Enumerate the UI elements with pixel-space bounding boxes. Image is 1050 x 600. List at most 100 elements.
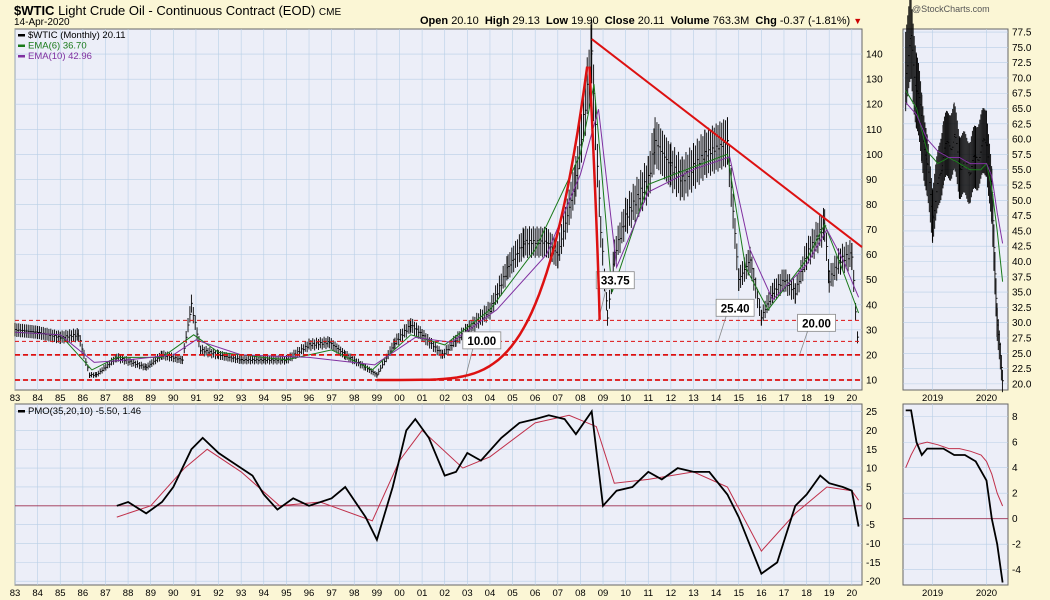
inset-pmo-line (905, 409, 1004, 583)
pmo-x-tick-label: 06 (530, 588, 541, 599)
inset-price-y-tick-label: 40.0 (1012, 257, 1032, 268)
inset-price-y-tick-label: 62.5 (1012, 119, 1032, 130)
price-x-tick-label: 17 (779, 393, 790, 404)
price-x-tick-label: 83 (10, 393, 21, 404)
pmo-x-tick-label: 16 (756, 588, 767, 599)
price-y-tick-label: 80 (866, 200, 878, 211)
price-x-tick-label: 04 (485, 393, 496, 404)
price-y-tick-label: 130 (866, 75, 883, 86)
pmo-x-tick-label: 17 (779, 588, 790, 599)
price-legend-entry: EMA(6) 36.70 (28, 41, 87, 52)
callout-label: 20.00 (802, 318, 831, 330)
pmo-line (116, 409, 860, 576)
ema6-line (14, 84, 860, 371)
pmo-x-tick-label: 89 (145, 588, 156, 599)
price-x-tick-label: 90 (168, 393, 179, 404)
price-x-tick-label: 96 (304, 393, 315, 404)
callout-pointer (799, 331, 808, 356)
pmo-legend-swatch (18, 410, 25, 413)
pmo-legend-entry: PMO(35,20,10) -5.50, 1.46 (28, 406, 141, 417)
price-x-tick-label: 00 (394, 393, 405, 404)
inset-pmo-x-tick-label: 2020 (976, 588, 997, 599)
inset-price-y-tick-label: 72.5 (1012, 58, 1032, 69)
inset-price-y-tick-label: 77.5 (1012, 28, 1032, 39)
inset-price-y-tick-label: 27.5 (1012, 333, 1032, 344)
price-x-tick-label: 11 (643, 393, 653, 404)
price-legend-swatch (18, 44, 25, 47)
price-y-tick-label: 70 (866, 225, 878, 236)
price-x-tick-label: 08 (575, 393, 586, 404)
price-x-tick-label: 94 (258, 393, 269, 404)
pmo-y-tick-label: 15 (866, 445, 878, 456)
price-x-tick-label: 10 (620, 393, 631, 404)
pmo-x-tick-label: 05 (507, 588, 518, 599)
inset-price-y-tick-label: 32.5 (1012, 303, 1032, 314)
inset-price-y-tick-label: 45.0 (1012, 226, 1032, 237)
watermark: @StockCharts.com (912, 4, 990, 14)
pmo-x-tick-label: 02 (439, 588, 450, 599)
pmo-y-tick-label: 10 (866, 464, 878, 475)
open-value: 20.10 (451, 15, 479, 27)
price-x-tick-label: 97 (326, 393, 337, 404)
callout-pointer (717, 316, 727, 342)
pmo-y-tick-label: -5 (866, 520, 875, 531)
title-rest: Light Crude Oil - Continuous Contract (E… (58, 3, 316, 18)
inset-price-bar-group (905, 0, 1005, 393)
price-legend-swatch (18, 34, 25, 37)
pmo-x-tick-label: 15 (733, 588, 744, 599)
inset-price-y-tick-label: 50.0 (1012, 196, 1032, 207)
pmo-x-tick-label: 92 (213, 588, 224, 599)
price-x-tick-label: 98 (349, 393, 360, 404)
volume-value: 763.3M (712, 15, 750, 27)
inset-pmo-y-tick-label: 8 (1012, 412, 1018, 423)
inset-price-x-tick-label: 2020 (976, 393, 997, 404)
pmo-x-tick-label: 95 (281, 588, 292, 599)
chart-date: 14-Apr-2020 (14, 17, 70, 28)
chg-label: Chg (755, 15, 777, 27)
pmo-x-tick-label: 87 (100, 588, 111, 599)
inset-price-y-tick-label: 20.0 (1012, 379, 1032, 390)
ohlc-readout: Open 20.10 High 29.13 Low 19.90 Close 20… (420, 15, 862, 27)
callout-label: 25.40 (721, 303, 750, 315)
price-y-tick-label: 10 (866, 375, 878, 386)
price-y-tick-label: 140 (866, 50, 883, 61)
pmo-y-tick-label: 5 (866, 482, 872, 493)
inset-pmo-y-tick-label: 4 (1012, 463, 1018, 474)
pmo-x-tick-label: 04 (485, 588, 496, 599)
pmo-x-tick-label: 03 (462, 588, 473, 599)
callout-label: 10.00 (467, 336, 496, 348)
price-y-tick-label: 120 (866, 100, 883, 111)
pmo-x-tick-label: 97 (326, 588, 337, 599)
pmo-x-tick-label: 01 (417, 588, 428, 599)
high-value: 29.13 (512, 15, 540, 27)
price-y-tick-label: 50 (866, 275, 878, 286)
price-x-tick-label: 99 (372, 393, 383, 404)
callout-box (715, 298, 755, 317)
inset-price-y-tick-label: 37.5 (1012, 272, 1032, 283)
inset-price-y-tick-label: 60.0 (1012, 135, 1032, 146)
inset-price-y-tick-label: 55.0 (1012, 165, 1032, 176)
pmo-x-tick-label: 20 (847, 588, 858, 599)
inset-price-x-tick-label: 2019 (922, 393, 943, 404)
inset-pmo-signal-line (905, 441, 1004, 507)
inset-price-y-tick-label: 30.0 (1012, 318, 1032, 329)
inset-price-y-tick-label: 22.5 (1012, 364, 1032, 375)
price-legend-entry: $WTIC (Monthly) 20.11 (28, 30, 126, 41)
pmo-x-tick-label: 86 (78, 588, 89, 599)
price-x-tick-label: 06 (530, 393, 541, 404)
price-x-tick-label: 93 (236, 393, 247, 404)
pmo-x-tick-label: 88 (123, 588, 134, 599)
price-x-tick-label: 18 (801, 393, 812, 404)
chg-value: -0.37 (-1.81%) (779, 15, 851, 27)
price-x-tick-label: 07 (553, 393, 564, 404)
inset-price-y-tick-label: 65.0 (1012, 104, 1032, 115)
price-y-tick-label: 20 (866, 350, 878, 361)
pmo-y-tick-label: -10 (866, 539, 881, 550)
price-x-tick-label: 92 (213, 393, 224, 404)
symbol: $WTIC (14, 3, 55, 18)
callout-box (797, 313, 836, 332)
price-x-tick-label: 12 (666, 393, 677, 404)
inset-pmo-panel (902, 403, 1009, 586)
inset-price-y-tick-label: 70.0 (1012, 73, 1032, 84)
callout-group: 25.40 (715, 298, 755, 342)
